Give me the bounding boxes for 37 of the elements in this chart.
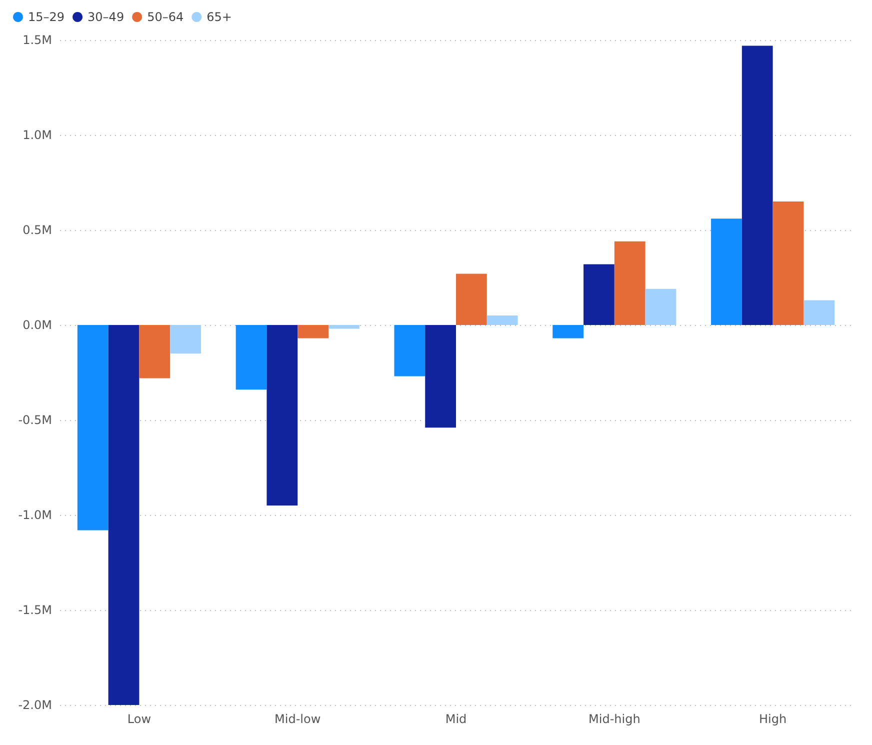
bar: [236, 325, 267, 390]
x-tick-label: Low: [127, 712, 152, 726]
bar: [645, 288, 676, 325]
y-tick-label: 0.0M: [22, 318, 52, 332]
bar: [584, 264, 614, 325]
x-tick-label: Mid-low: [274, 712, 321, 726]
x-tick-label: Mid-high: [588, 712, 640, 726]
bar: [742, 46, 773, 325]
y-tick-label: -2.0M: [18, 698, 52, 712]
bar: [486, 316, 518, 325]
legend-label: 50–64: [147, 10, 184, 24]
y-tick-label: 1.5M: [22, 33, 52, 47]
bar: [170, 325, 201, 354]
legend-label: 30–49: [88, 10, 124, 24]
x-tick-label: Mid: [445, 712, 467, 726]
bar: [298, 325, 328, 338]
bar: [394, 325, 426, 376]
bar: [139, 325, 170, 378]
y-tick-label: 0.5M: [22, 223, 52, 237]
y-tick-label: 1.0M: [22, 128, 52, 142]
bar: [266, 325, 298, 506]
y-tick-label: -1.0M: [18, 508, 52, 522]
bar: [328, 325, 360, 329]
x-tick-label: High: [759, 712, 787, 726]
bar: [711, 218, 742, 325]
legend-label: 65+: [206, 10, 232, 24]
y-tick-label: -0.5M: [18, 413, 52, 427]
bar: [772, 202, 804, 325]
bar: [552, 325, 584, 338]
bar: [425, 325, 456, 428]
bar: [614, 241, 646, 325]
bar: [108, 325, 140, 705]
bar: [804, 300, 835, 325]
legend-label: 15–29: [28, 10, 65, 24]
bar: [456, 274, 487, 325]
y-tick-label: -1.5M: [18, 603, 52, 617]
bar: [77, 325, 108, 530]
